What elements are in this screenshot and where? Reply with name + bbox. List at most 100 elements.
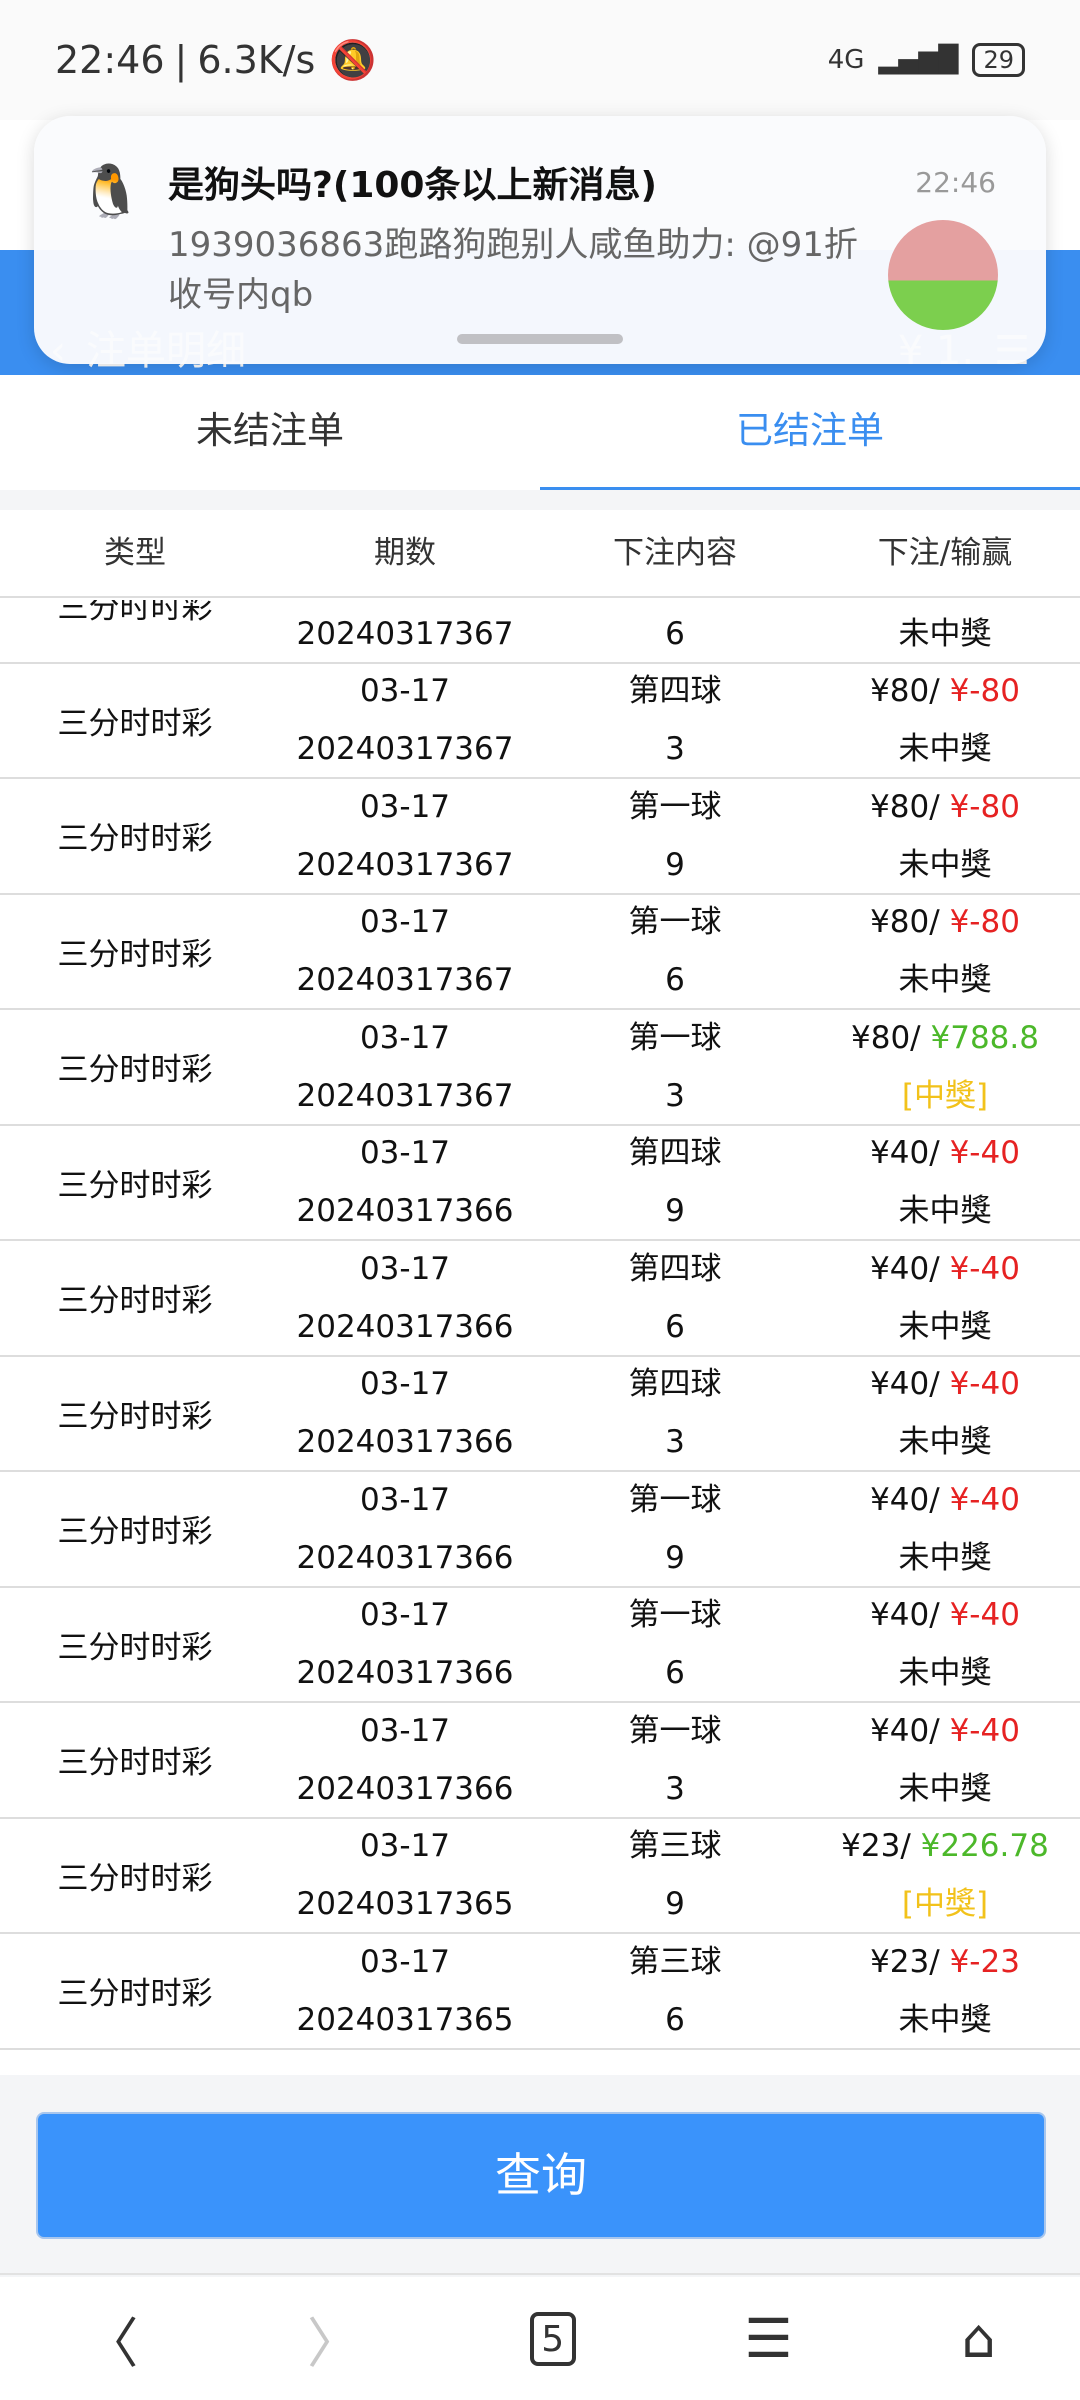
- bet-amount: ¥40/: [870, 1135, 940, 1172]
- ball-position: 第一球: [628, 1712, 722, 1749]
- query-button[interactable]: 查询: [36, 2112, 1046, 2239]
- period-number: 20240317366: [296, 1424, 514, 1461]
- result-status: 未中獎: [898, 1770, 992, 1807]
- browser-nav-bar: 〈 〉 5 ☰ ⌂: [0, 2277, 1080, 2400]
- cell-bet-result: ¥40/ ¥-40 未中獎: [810, 1355, 1080, 1471]
- ball-position: 第一球: [628, 1019, 722, 1056]
- bets-table: 类型 期数 下注内容 下注/输赢 三分时时彩 03-1720240317367 …: [0, 510, 1080, 2075]
- cell-content: 第一球 6: [540, 1586, 810, 1702]
- tab-unsettled[interactable]: 未结注单: [196, 409, 344, 452]
- bet-date: 03-17: [359, 904, 451, 941]
- bet-number: 3: [665, 1424, 685, 1461]
- footer: 查询: [0, 2075, 1080, 2275]
- cell-period: 03-17 20240317366: [270, 1240, 540, 1356]
- tabs-count-button[interactable]: 5: [529, 2311, 576, 2366]
- bet-number: 6: [665, 2001, 685, 2038]
- result-status: [中獎]: [901, 1886, 989, 1923]
- bet-number: 9: [665, 1193, 685, 1230]
- cell-period: 03-17 20240317365: [270, 1817, 540, 1933]
- cell-type: 三分时时彩: [57, 1052, 213, 1089]
- result-status: 未中獎: [898, 1308, 992, 1345]
- cell-content: 第一球 6: [540, 893, 810, 1009]
- cell-bet-result: ¥80/ ¥788.8 [中獎]: [810, 1009, 1080, 1125]
- cell-period: 03-17 20240317366: [270, 1471, 540, 1587]
- tab-settled[interactable]: 已结注单: [540, 375, 1080, 490]
- notification-title: 是狗头吗?(100条以上新消息): [168, 165, 657, 206]
- period-number: 20240317366: [296, 1770, 514, 1807]
- menu-icon[interactable]: ☰: [744, 2307, 793, 2370]
- back-icon[interactable]: 〈: [84, 2312, 139, 2375]
- status-bar: 22:46 | 6.3K/s 🔕 4G ▂▄▆█ 29: [0, 0, 1080, 120]
- cell-type: 三分时时彩: [57, 821, 213, 858]
- table-row[interactable]: 三分时时彩 03-17 20240317366 第一球 9 ¥40/ ¥-40 未中獎: [0, 1472, 1080, 1588]
- cell-type: 三分时时彩: [57, 936, 213, 973]
- cell-period: 03-17 20240317367: [270, 778, 540, 894]
- bet-date: 03-17: [359, 1597, 451, 1634]
- ball-position: 第一球: [628, 1481, 722, 1518]
- period-number: 20240317366: [296, 1655, 514, 1692]
- notification-banner[interactable]: 🐧 是狗头吗?(100条以上新消息) 22:46 1939036863跑路狗跑别…: [34, 116, 1046, 364]
- ball-position: 第一球: [628, 788, 722, 825]
- bet-number: 3: [665, 731, 685, 768]
- table-row[interactable]: 三分时时彩 03-17 20240317366 第四球 9 ¥40/ ¥-40 未中獎: [0, 1124, 1080, 1241]
- result-status: 未中獎: [898, 1424, 992, 1461]
- cell-content: 第一球 9: [540, 778, 810, 894]
- bet-date: 03-17: [359, 1828, 451, 1865]
- table-row[interactable]: 三分时时彩 03-17 20240317367 第一球 6 ¥80/ ¥-80 未中獎: [0, 893, 1080, 1010]
- cell-content: 第三球 9: [540, 1817, 810, 1933]
- bet-amount: ¥23/: [841, 1828, 911, 1865]
- table-row[interactable]: 三分时时彩 03-17 20240317367 第一球 3 ¥80/ ¥788.8 […: [0, 1010, 1080, 1126]
- ball-position: 第四球: [628, 1135, 722, 1172]
- cell-type: 三分时时彩: [57, 1629, 213, 1666]
- cell-period: 03-17 20240317366: [270, 1586, 540, 1702]
- table-row[interactable]: 三分时时彩 03-17 第三球 ¥23/ ¥-23: [0, 2050, 1080, 2076]
- tab-bar: 未结注单 已结注单: [0, 375, 1080, 490]
- bet-amount: ¥40/: [870, 1250, 940, 1287]
- period-number: 20240317365: [296, 1886, 514, 1923]
- cell-type: 三分时时彩: [57, 1860, 213, 1897]
- period-number: 20240317366: [296, 1193, 514, 1230]
- ball-position: 第三球: [628, 1943, 722, 1980]
- ball-position: 第四球: [628, 1366, 722, 1403]
- cell-content: 第三球 6: [540, 1933, 810, 2049]
- drag-handle[interactable]: [457, 334, 623, 344]
- table-row[interactable]: 三分时时彩 03-17 20240317366 第四球 3 ¥40/ ¥-40 未中獎: [0, 1355, 1080, 1472]
- cell-period: 03-17 20240317365: [270, 1933, 540, 2049]
- cell-period: 03-17 20240317366: [270, 1355, 540, 1471]
- table-row[interactable]: 三分时时彩 03-17 20240317366 第四球 6 ¥40/ ¥-40 未中獎: [0, 1241, 1080, 1357]
- forward-icon[interactable]: 〉: [306, 2312, 361, 2375]
- table-row[interactable]: 三分时时彩 03-17 20240317365 第三球 9 ¥23/ ¥226.78…: [0, 1817, 1080, 1934]
- bet-number: 6: [665, 962, 685, 999]
- result-status: 未中獎: [898, 731, 992, 768]
- cell-type: 三分时时彩: [57, 1167, 213, 1204]
- bet-number: 9: [665, 1539, 685, 1576]
- table-row[interactable]: 三分时时彩 03-17 20240317365 第三球 6 ¥23/ ¥-23 未中獎: [0, 1934, 1080, 2050]
- cell-bet-result: ¥40/ ¥-40 未中獎: [810, 1124, 1080, 1240]
- cell-bet-result: ¥40/ ¥-40 未中獎: [810, 1471, 1080, 1587]
- notification-body: 1939036863跑路狗跑别人咸鱼助力: @91折收号内qb: [168, 225, 858, 315]
- cell-content: 第一球 3: [540, 1009, 810, 1125]
- cell-type: 三分时时彩: [57, 600, 213, 627]
- cell-type: 三分时时彩: [57, 1976, 213, 2013]
- bet-date: 03-17: [359, 1135, 451, 1172]
- ball-position: 第四球: [628, 1250, 722, 1287]
- table-row[interactable]: 三分时时彩 03-17 20240317366 第一球 3 ¥40/ ¥-40 未中獎: [0, 1703, 1080, 1819]
- win-loss-amount: ¥226.78: [920, 1828, 1049, 1865]
- table-row[interactable]: 三分时时彩 03-17 20240317367 第四球 3 ¥80/ ¥-80 未中獎: [0, 662, 1080, 779]
- qq-penguin-icon: 🐧: [78, 162, 143, 222]
- table-row[interactable]: 三分时时彩 03-17 20240317367 第一球 9 ¥80/ ¥-80 未中獎: [0, 779, 1080, 895]
- result-status: 未中獎: [898, 2001, 992, 2038]
- header-type: 类型: [104, 535, 166, 571]
- bet-date: 03-17: [359, 1943, 451, 1980]
- home-icon[interactable]: ⌂: [961, 2307, 996, 2370]
- win-loss-amount: ¥-80: [949, 788, 1020, 825]
- cell-bet-result: ¥40/ ¥-40 未中獎: [810, 1586, 1080, 1702]
- table-row[interactable]: 三分时时彩 03-17 20240317366 第一球 6 ¥40/ ¥-40 未中獎: [0, 1586, 1080, 1703]
- win-loss-amount: ¥-40: [949, 1712, 1020, 1749]
